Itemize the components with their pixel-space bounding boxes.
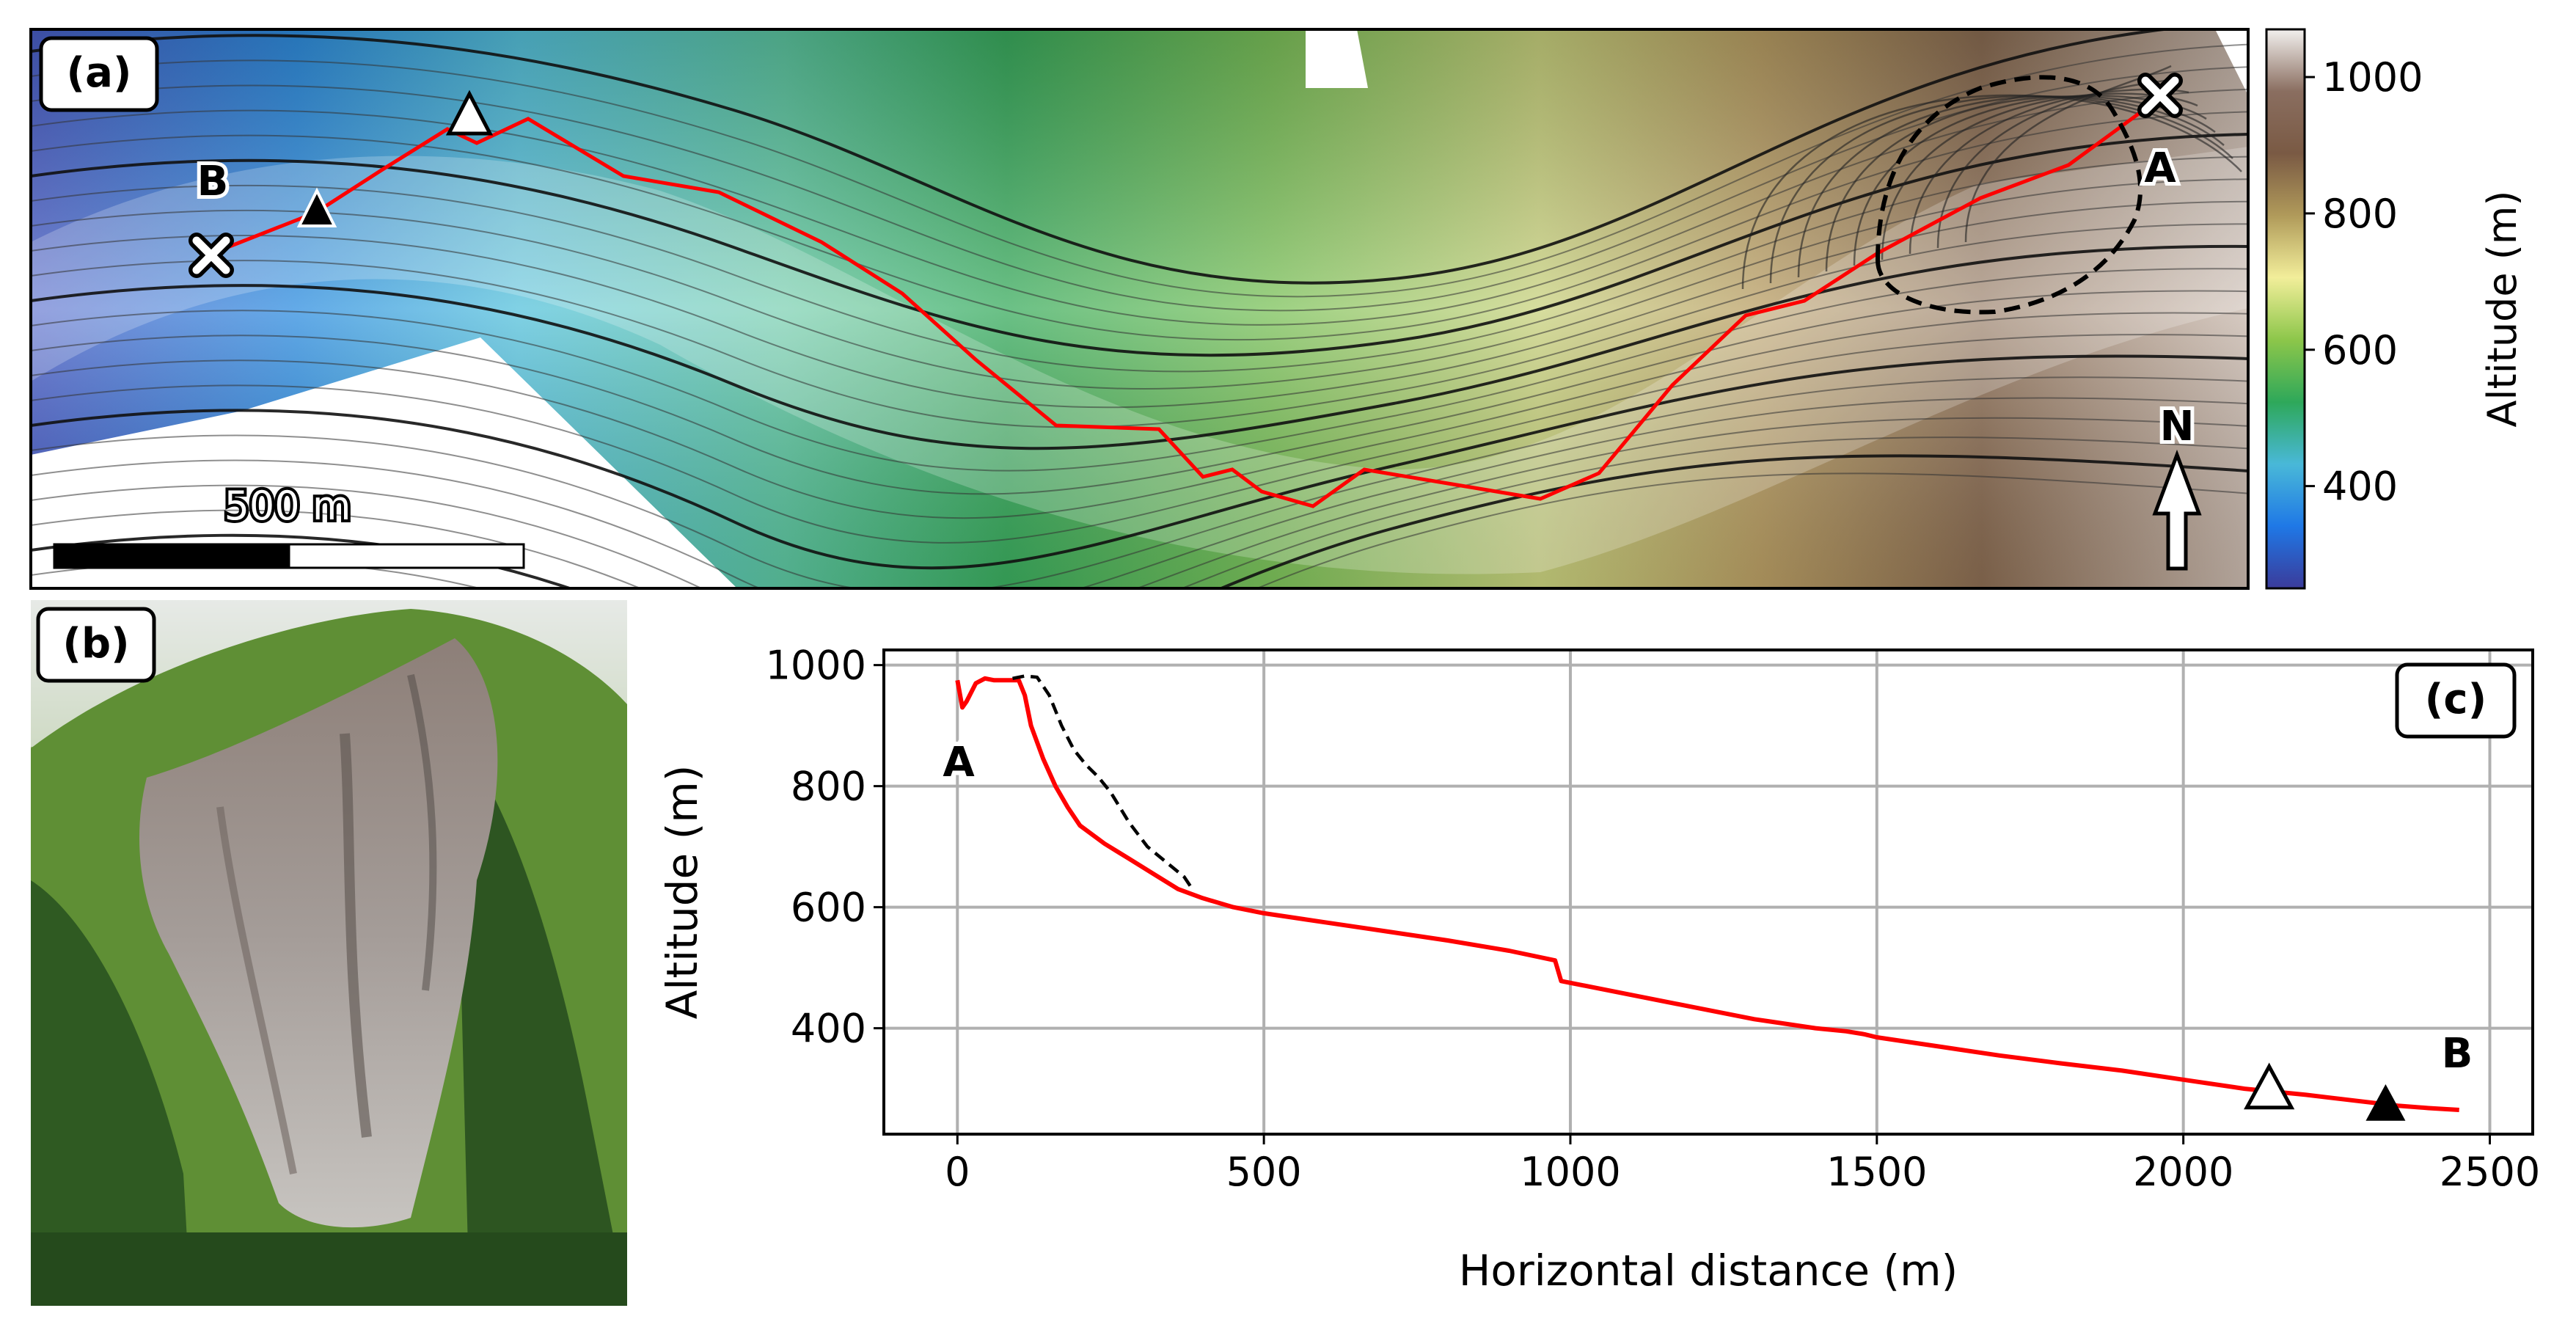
x-tick-label: 0	[945, 1149, 970, 1195]
point-a-label: A	[2144, 145, 2176, 192]
colorbar-label: Altitude (m)	[2479, 191, 2525, 428]
profile-point-a-label: A	[943, 739, 975, 786]
filled-triangle-marker	[2365, 1084, 2406, 1121]
y-tick-label: 400	[791, 1006, 866, 1052]
chart-frame	[882, 648, 2534, 1136]
chart-grid	[884, 650, 2533, 1134]
panel-b-label: (b)	[62, 620, 129, 668]
point-b-marker	[189, 233, 234, 278]
panel-c-chart: 0 500 1000 1500 2000 2500 400 600 800 1000 Horizo…	[657, 643, 2540, 1296]
profile-line	[212, 93, 2165, 508]
colorbar-tick-label: 600	[2322, 327, 2398, 373]
nodata-area	[31, 337, 737, 588]
x-tick-label: 2000	[2133, 1149, 2233, 1195]
colorbar-gradient	[2265, 28, 2306, 590]
y-tick-label: 1000	[766, 643, 866, 689]
point-a-marker	[2137, 73, 2183, 118]
panel-a-map: (a) A B N 500 m	[29, 28, 2250, 590]
scale-label: 500 m	[224, 483, 351, 529]
panel-c-label: (c)	[2425, 676, 2487, 723]
nodata-area	[1306, 29, 1368, 88]
contour-lines	[31, 29, 2248, 588]
panel-b-photo: (b)	[31, 600, 627, 1306]
filled-triangle-marker	[296, 187, 337, 227]
landslide-scar	[139, 638, 498, 1228]
series-pre-failure-line	[1012, 674, 1192, 888]
open-triangle-marker	[445, 89, 494, 136]
colorbar-tick-label: 1000	[2322, 54, 2423, 101]
y-axis-label: Altitude (m)	[657, 765, 707, 1020]
north-arrow: N	[2152, 399, 2202, 571]
chart-series	[955, 674, 2459, 1112]
north-label: N	[2160, 403, 2195, 450]
scale-bar: 500 m	[53, 480, 525, 569]
y-tick-label: 600	[791, 885, 866, 931]
colorbar-tick-label: 800	[2322, 191, 2398, 237]
x-tick-label: 2500	[2440, 1149, 2540, 1195]
panel-a-label: (a)	[67, 49, 132, 97]
x-tick-label: 500	[1226, 1149, 1302, 1195]
y-tick-label: 800	[791, 764, 866, 810]
x-tick-label: 1500	[1826, 1149, 1927, 1195]
colorbar-tick-label: 400	[2322, 464, 2398, 510]
chart-ticks: 0 500 1000 1500 2000 2500 400 600 800 1000	[766, 643, 2541, 1195]
series-profile-line	[955, 676, 2459, 1112]
point-b-label: B	[197, 158, 229, 205]
chart-markers	[2244, 1062, 2406, 1121]
x-axis-label: Horizontal distance (m)	[1459, 1246, 1958, 1296]
x-tick-label: 1000	[1520, 1149, 1620, 1195]
open-triangle-marker	[2244, 1062, 2295, 1110]
colorbar: 400 600 800 1000 Altitude (m)	[2265, 28, 2525, 590]
profile-point-b-label: B	[2442, 1030, 2473, 1078]
landslide-scar-outline	[1875, 75, 2143, 315]
